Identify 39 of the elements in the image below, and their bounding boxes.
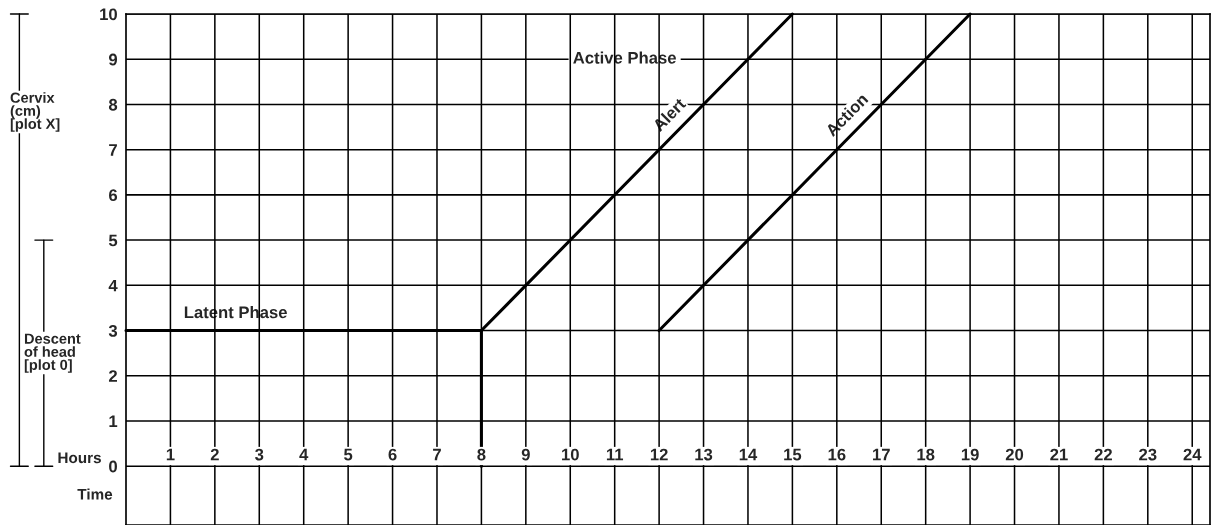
x-tick-label: 10 (562, 448, 579, 461)
x-tick-label: 22 (1094, 448, 1112, 461)
text: Descent of head [plot 0] (24, 333, 81, 373)
y-tick-label: 6 (109, 189, 118, 202)
x-tick-label: 21 (1050, 448, 1068, 461)
y-tick-label: 8 (108, 98, 118, 111)
x-tick-label: 16 (828, 448, 846, 461)
y-tick-label: 10 (100, 8, 117, 21)
text: Cervix (cm) [plot X] (10, 92, 60, 132)
x-tick-label: 23 (1139, 448, 1157, 461)
x-tick-label: 7 (433, 448, 441, 461)
x-tick-label: 15 (784, 448, 802, 461)
x-tick-label: 3 (255, 448, 264, 461)
y-tick-label: 5 (108, 234, 118, 247)
y-tick-label: 7 (109, 144, 117, 156)
x-tick-label: 17 (873, 448, 890, 461)
y-tick-label: 3 (108, 324, 118, 337)
x-tick-label: 6 (388, 448, 397, 461)
x-tick-label: 14 (739, 448, 758, 461)
x-tick-label: 1 (166, 448, 175, 461)
y-tick-label: 0 (109, 460, 117, 473)
x-tick-label: 11 (606, 448, 624, 461)
x-tick-label: 18 (917, 448, 935, 461)
x-tick-label: 20 (1005, 448, 1024, 461)
y-tick-label: 9 (108, 53, 118, 66)
x-tick-label: 19 (961, 448, 979, 461)
x-tick-label: 13 (695, 448, 713, 461)
y-tick-label: 1 (109, 415, 118, 428)
x-tick-label: 9 (521, 448, 530, 461)
y-tick-label: 2 (108, 370, 117, 382)
text: Time (77, 488, 113, 500)
x-tick-label: 5 (344, 448, 353, 461)
x-tick-label: 2 (210, 448, 219, 461)
x-tick-label: 12 (650, 448, 668, 461)
x-tick-label: 8 (477, 448, 486, 461)
x-tick-label: 24 (1183, 448, 1202, 461)
text: Hours (58, 452, 101, 464)
x-tick-label: 4 (299, 448, 309, 461)
y-tick-label: 4 (108, 279, 118, 292)
